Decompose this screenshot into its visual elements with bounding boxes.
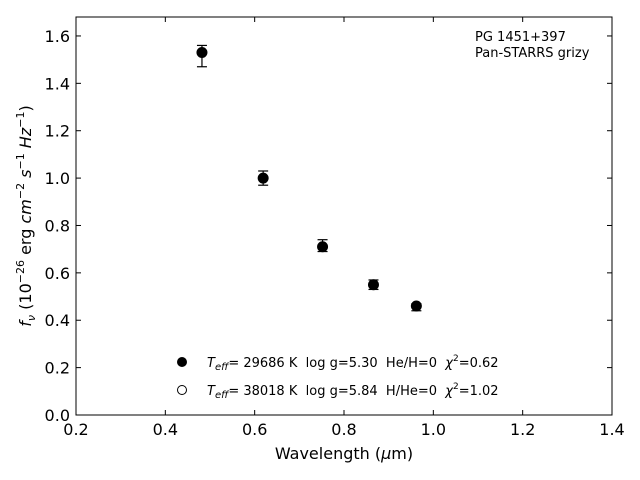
y-tick-label: 0.8 — [45, 216, 70, 235]
axis-ticks: 0.2 0.4 0.6 0.8 1.0 1.2 1.40.00.20.40.60.81.01… — [45, 17, 625, 439]
data-point — [257, 172, 269, 184]
x-tick-label: 0.4 — [153, 420, 178, 439]
x-tick-label: 1.2 — [510, 420, 535, 439]
y-tick-label: 1.4 — [45, 74, 70, 93]
x-tick-label: 0.6 — [242, 420, 267, 439]
data-point — [317, 241, 329, 253]
data-point — [196, 47, 208, 59]
annotation-line-2: Pan-STARRS grizy — [475, 46, 590, 61]
y-tick-label: 0.2 — [45, 359, 70, 378]
legend-entry-2: Teff= 38018 K log g=5.84 H/He=0 χ2=1.02 — [207, 382, 499, 401]
annotation-line-1: PG 1451+397 — [475, 30, 566, 45]
y-tick-label: 1.0 — [45, 169, 70, 188]
x-axis-label: Wavelength (μm) — [275, 444, 413, 463]
x-tick-label: 0.2 — [63, 420, 88, 439]
data-point — [367, 279, 379, 291]
y-tick-label: 1.6 — [45, 27, 70, 46]
y-tick-label: 0.6 — [45, 264, 70, 283]
data-point — [410, 300, 422, 312]
legend-marker-open — [177, 385, 187, 395]
x-tick-label: 1.4 — [599, 420, 624, 439]
x-tick-label: 1.0 — [421, 420, 446, 439]
y-axis-label: fν (10−26 erg cm−2 s−1 Hz−1) — [14, 105, 38, 326]
x-tick-label: 0.8 — [331, 420, 356, 439]
y-tick-label: 1.2 — [45, 122, 70, 141]
legend-marker-filled — [177, 357, 187, 367]
legend-entry-1: Teff= 29686 K log g=5.30 He/H=0 χ2=0.62 — [207, 354, 499, 373]
y-tick-label: 0.4 — [45, 311, 70, 330]
legend: Teff= 29686 K log g=5.30 He/H=0 χ2=0.62 … — [177, 354, 499, 401]
data-points — [196, 44, 422, 312]
y-tick-label: 0.0 — [45, 406, 70, 425]
